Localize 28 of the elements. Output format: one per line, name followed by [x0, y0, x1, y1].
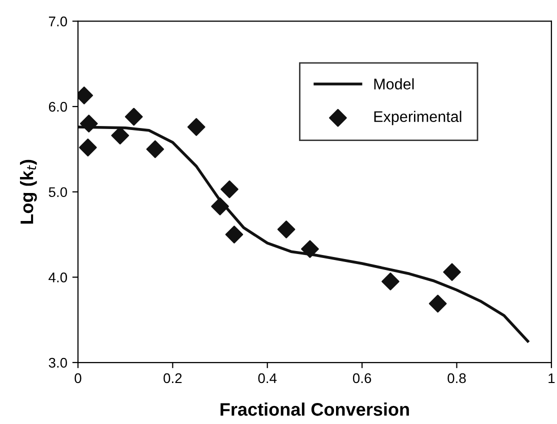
point [277, 220, 296, 238]
y-tick-label: 4.0 [48, 272, 68, 282]
point [124, 108, 143, 126]
x-tick-label: 0.2 [164, 373, 182, 384]
legend-label: Model [374, 78, 414, 90]
x-tick-label: 0 [74, 373, 82, 384]
y-tick-label: 3.0 [48, 358, 68, 368]
point [428, 294, 447, 313]
y-tick-label: 7.0 [48, 16, 68, 26]
x-tick-label: 0.4 [258, 373, 277, 384]
point [382, 272, 400, 290]
point [220, 180, 238, 198]
point [225, 226, 244, 244]
y-tick-label: 6.0 [48, 102, 68, 112]
legend-label: Experimental [374, 110, 462, 126]
x-tick-label: 0.6 [352, 373, 372, 384]
x-tick-label: 0.8 [448, 373, 466, 384]
y-axis-title: Log (k$_{t}$) [20, 160, 37, 224]
point [443, 263, 461, 281]
point [187, 118, 206, 136]
point [80, 114, 98, 133]
x-tick-label: 1 [548, 373, 555, 383]
point [79, 138, 97, 156]
point [301, 240, 319, 258]
point [146, 140, 164, 158]
point [211, 197, 229, 216]
y-tick-label: 5.0 [48, 187, 68, 198]
x-axis-title: Fractional Conversion [220, 402, 409, 416]
